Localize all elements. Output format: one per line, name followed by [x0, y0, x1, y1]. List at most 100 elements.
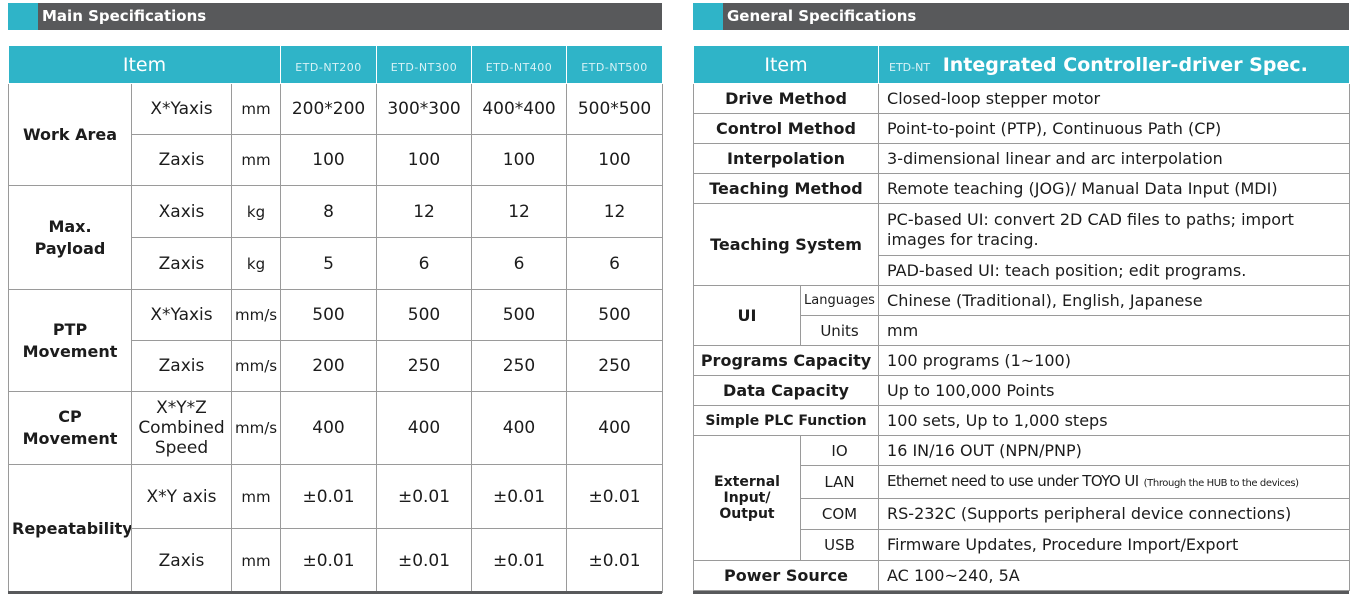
teaching-method-label: Teaching Method [692, 173, 880, 204]
value-cell: 12 [566, 185, 664, 238]
languages-label: Languages [799, 285, 880, 316]
control-method-value: Point-to-point (PTP), Continuous Path (C… [878, 113, 1351, 144]
interpolation-value: 3-dimensional linear and arc interpolati… [878, 143, 1351, 174]
value-cell: 500 [280, 289, 378, 341]
group-label-line: Max. [48, 216, 92, 236]
group-label-line: CP [58, 407, 82, 426]
model-code: ETD-NT500 [581, 60, 648, 74]
value-cell: 400 [280, 391, 378, 465]
axis-cell: Zaxis [131, 134, 232, 186]
languages-value: Chinese (Traditional), English, Japanese [878, 285, 1351, 316]
value-cell: 100 [566, 134, 664, 186]
main-specifications-title-bar: Main Specifications [8, 3, 662, 30]
value-cell: 100 [471, 134, 568, 186]
value-cell: 250 [376, 340, 473, 392]
group-label: CP Movement [8, 391, 132, 465]
unit-cell: mm [230, 134, 282, 186]
value-cell: ±0.01 [280, 464, 378, 529]
model-header: ETD-NT300 [376, 45, 473, 84]
unit-cell: mm [230, 464, 282, 529]
units-label: Units [799, 315, 880, 346]
io-value: 16 IN/16 OUT (NPN/PNP) [878, 435, 1351, 466]
lan-label: LAN [799, 465, 880, 499]
value-cell: 6 [376, 237, 473, 290]
table-row: Zaxis kg 5 6 6 6 [9, 237, 664, 290]
table-row: USB Firmware Updates, Procedure Import/E… [694, 529, 1351, 561]
drive-method-value: Closed-loop stepper motor [878, 83, 1351, 114]
unit-cell: kg [230, 237, 282, 290]
value-cell: ±0.01 [280, 528, 378, 593]
lan-value: Ethernet need to use under TOYO UI [887, 471, 1139, 490]
group-label: Max. Payload [8, 185, 132, 290]
item-header: Item [692, 45, 880, 84]
simple-plc-label: Simple PLC Function [692, 405, 880, 436]
com-value: RS-232C (Supports peripheral device conn… [878, 498, 1351, 530]
lan-value-cell: Ethernet need to use under TOYO UI (Thro… [878, 465, 1351, 499]
table-row: Control Method Point-to-point (PTP), Con… [692, 113, 1351, 144]
data-capacity-label: Data Capacity [692, 375, 880, 406]
table-row: Teaching System PC-based UI: convert 2D … [692, 203, 1351, 286]
item-header: Item [7, 45, 282, 84]
io-label: IO [799, 435, 880, 466]
model-code: ETD-NT300 [390, 60, 458, 74]
table-header-row: Item ETD-NT Integrated Controller-driver… [692, 45, 1351, 84]
table-header-row: Item ETD-NT200 ETD-NT300 ETD-NT400 ETD-N… [7, 45, 664, 84]
drive-method-label: Drive Method [692, 83, 880, 114]
bottom-rule [8, 591, 662, 594]
value-cell: 400*400 [471, 83, 568, 135]
group-label: PTP Movement [8, 289, 132, 392]
value-cell: 500 [566, 289, 664, 341]
table-row: Data Capacity Up to 100,000 Points [692, 375, 1351, 406]
teaching-system-pad-value: PAD-based UI: teach position; edit progr… [878, 255, 1351, 286]
axis-line: Speed [154, 438, 209, 458]
group-label-line: Movement [22, 341, 118, 361]
value-cell: ±0.01 [376, 464, 473, 529]
title-accent [693, 3, 723, 30]
value-cell: 300*300 [376, 83, 473, 135]
spec-header-label: Integrated Controller-driver Spec. [942, 53, 1308, 76]
value-cell: 500 [471, 289, 568, 341]
units-value: mm [878, 315, 1351, 346]
ui-label: UI [693, 285, 801, 346]
com-label: COM [799, 498, 880, 530]
table-row: Zaxis mm/s 200 250 250 250 [9, 340, 664, 392]
table-row: Zaxis mm 100 100 100 100 [9, 134, 664, 186]
value-cell: 200 [280, 340, 378, 392]
value-cell: 400 [471, 391, 568, 465]
usb-label: USB [799, 529, 880, 561]
unit-cell: mm [230, 83, 282, 135]
value-cell: 500*500 [566, 83, 664, 135]
group-label: Work Area [8, 83, 132, 186]
group-label-line: Payload [34, 238, 106, 258]
usb-value: Firmware Updates, Procedure Import/Expor… [878, 529, 1351, 561]
axis-cell: X*Y axis [131, 464, 232, 529]
model-code: ETD-NT200 [295, 60, 362, 74]
value-cell: ±0.01 [566, 528, 664, 593]
power-source-label: Power Source [692, 560, 880, 591]
table-row: Drive Method Closed-loop stepper motor [692, 83, 1351, 114]
interpolation-label: Interpolation [692, 143, 880, 174]
spec-model-code: ETD-NT [889, 60, 931, 74]
control-method-label: Control Method [692, 113, 880, 144]
external-io-label-line: External [714, 474, 780, 490]
axis-line: X*Y*Z [156, 398, 207, 418]
table-row: Power Source AC 100~240, 5A [692, 560, 1351, 591]
table-row: Units mm [694, 315, 1351, 346]
teaching-system-pc-value: PC-based UI: convert 2D CAD files to pat… [878, 203, 1351, 256]
teaching-system-label: Teaching System [692, 203, 880, 286]
value-cell: ±0.01 [376, 528, 473, 593]
unit-cell: mm/s [230, 289, 282, 341]
unit-cell: mm/s [230, 340, 282, 392]
value-cell: 400 [376, 391, 473, 465]
value-cell: 100 [280, 134, 378, 186]
value-cell: 6 [471, 237, 568, 290]
table-row: UI Languages Chinese (Traditional), Engl… [693, 285, 1351, 346]
table-row: Repeatability X*Y axis mm ±0.01 ±0.01 ±0… [8, 464, 664, 593]
bottom-rule [693, 591, 1349, 594]
main-specifications-title: Main Specifications [42, 7, 207, 25]
title-accent [8, 3, 38, 30]
group-label: Repeatability [8, 464, 132, 593]
axis-cell: Zaxis [131, 237, 232, 290]
unit-cell: mm/s [230, 391, 282, 465]
table-row: External Input/ Output IO 16 IN/16 OUT (… [693, 435, 1351, 561]
